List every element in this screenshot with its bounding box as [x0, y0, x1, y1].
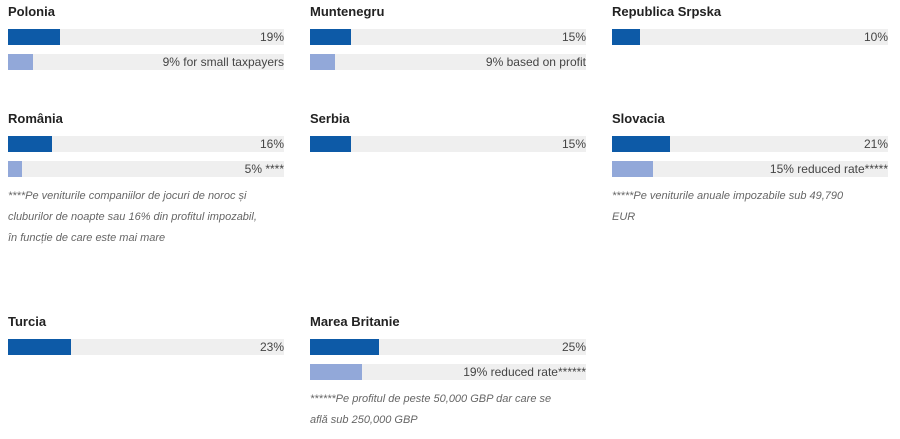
- footnote: ******Pe profitul de peste 50,000 GBP da…: [310, 393, 552, 426]
- bar-value-label: 16%: [259, 137, 284, 151]
- footnote: ****Pe veniturile companiilor de jocuri …: [8, 190, 257, 244]
- primary-rate-bar: 16%: [8, 136, 284, 152]
- bar-value-label: 15%: [561, 30, 586, 44]
- country-panel: Marea Britanie 25% 19% reduced rate****** *…: [310, 314, 586, 431]
- bar-fill: [8, 339, 72, 355]
- country-panel: Serbia 15%: [310, 111, 586, 161]
- country-name: Marea Britanie: [310, 314, 400, 329]
- secondary-rate-bar: 9% based on profit: [310, 54, 586, 70]
- country-name: Serbia: [310, 111, 350, 126]
- bar-track: [612, 161, 888, 177]
- country-name: Turcia: [8, 314, 47, 329]
- bar-track: [8, 161, 284, 177]
- primary-rate-bar: 21%: [612, 136, 888, 152]
- secondary-rate-bar: 5% ****: [8, 161, 284, 177]
- country-name: Republica Srpska: [612, 4, 722, 19]
- country-name: Polonia: [8, 4, 55, 19]
- bar-fill: [612, 161, 654, 177]
- bar-value-label: 9% based on profit: [485, 55, 586, 69]
- primary-rate-bar: 15%: [310, 136, 586, 152]
- bar-fill: [8, 54, 33, 70]
- bar-fill: [310, 339, 379, 355]
- bar-track: [310, 29, 586, 45]
- bar-value-label: 9% for small taxpayers: [162, 55, 284, 69]
- bar-value-label: 15%: [561, 137, 586, 151]
- primary-rate-bar: 23%: [8, 339, 284, 355]
- secondary-rate-bar: 19% reduced rate******: [310, 364, 586, 380]
- bar-track: [310, 54, 586, 70]
- country-panel: Republica Srpska 10%: [612, 4, 888, 54]
- bar-fill: [310, 29, 352, 45]
- secondary-rate-bar: 15% reduced rate*****: [612, 161, 888, 177]
- bar-fill: [8, 136, 53, 152]
- bar-value-label: 25%: [561, 340, 586, 354]
- primary-rate-bar: 25%: [310, 339, 586, 355]
- bar-track: [612, 136, 888, 152]
- bar-value-label: 21%: [863, 137, 888, 151]
- bar-fill: [8, 161, 22, 177]
- bar-track: [310, 339, 586, 355]
- bar-fill: [310, 54, 335, 70]
- bar-track: [612, 29, 888, 45]
- country-panel: Polonia 19% 9% for small taxpayers: [8, 4, 284, 79]
- country-panel: Muntenegru 15% 9% based on profit: [310, 4, 586, 79]
- bar-track: [8, 54, 284, 70]
- bar-fill: [612, 136, 670, 152]
- country-panel: România 16% 5% **** ****Pe veniturile compa…: [8, 111, 284, 249]
- bar-value-label: 23%: [259, 340, 284, 354]
- bar-track: [8, 136, 284, 152]
- bar-fill: [8, 29, 61, 45]
- bar-value-label: 10%: [863, 30, 888, 44]
- bar-track: [310, 136, 586, 152]
- country-panel: Slovacia 21% 15% reduced rate***** *****Pe …: [612, 111, 888, 228]
- bar-value-label: 19%: [259, 30, 284, 44]
- bar-fill: [310, 136, 352, 152]
- bar-value-label: 19% reduced rate******: [463, 365, 586, 379]
- primary-rate-bar: 15%: [310, 29, 586, 45]
- footnote: *****Pe veniturile anuale impozabile sub…: [612, 190, 844, 223]
- country-name: Slovacia: [612, 111, 665, 126]
- bar-fill: [612, 29, 640, 45]
- bar-track: [8, 339, 284, 355]
- secondary-rate-bar: 9% for small taxpayers: [8, 54, 284, 70]
- country-name: Muntenegru: [310, 4, 385, 19]
- bar-track: [8, 29, 284, 45]
- bar-value-label: 5% ****: [244, 162, 284, 176]
- primary-rate-bar: 19%: [8, 29, 284, 45]
- country-name: România: [8, 111, 63, 126]
- bar-track: [310, 364, 586, 380]
- bar-fill: [310, 364, 363, 380]
- bar-value-label: 15% reduced rate*****: [769, 162, 888, 176]
- primary-rate-bar: 10%: [612, 29, 888, 45]
- country-panel: Turcia 23%: [8, 314, 284, 364]
